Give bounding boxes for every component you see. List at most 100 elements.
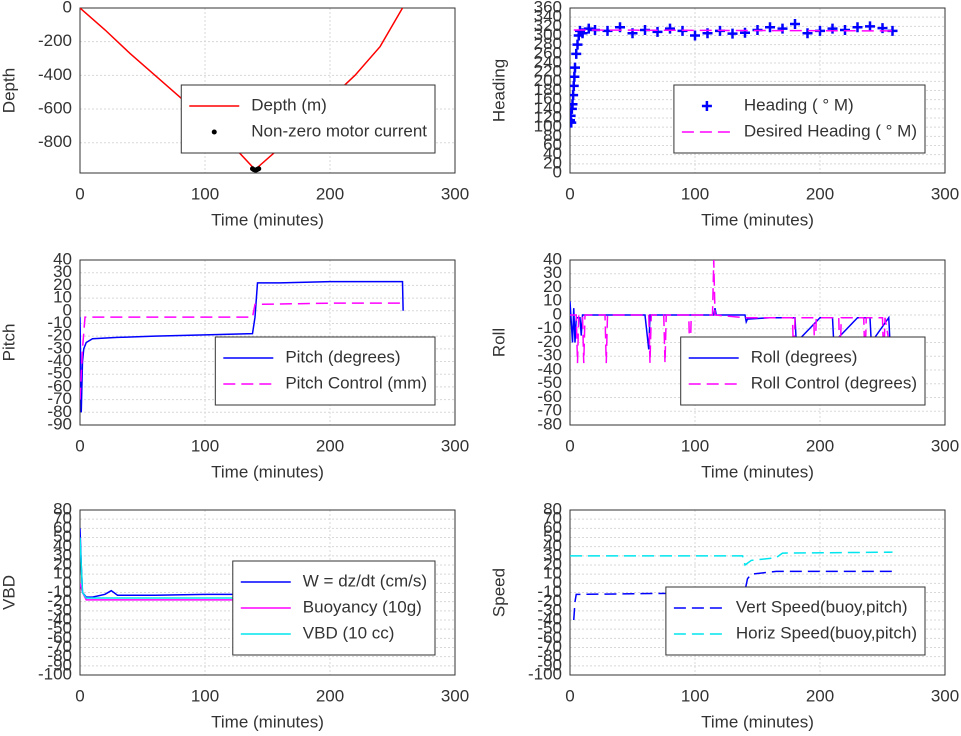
point [777,23,788,34]
y-tick-label: -50 [47,619,72,638]
y-tick-label: 0 [63,573,72,592]
point [570,71,580,82]
y-tick-label: 20 [543,277,562,296]
x-tick-label: 200 [806,686,834,705]
series-line [570,301,893,350]
x-axis-label: Time (minutes) [701,210,814,229]
y-tick-label: -40 [47,351,72,370]
y-tick-label: 260 [534,43,562,62]
y-tick-label: 340 [534,7,562,26]
legend-label: Depth (m) [251,95,327,114]
point [852,22,863,33]
point [802,28,813,39]
y-axis-label: Roll [489,328,508,357]
y-tick-label: -60 [537,628,562,647]
y-tick-label: -90 [47,414,72,433]
panel: 0 100 200 300 0 -200 -400 -600 -800 Time (minutes… [0,0,469,229]
series-group [570,260,894,364]
series-line [570,551,893,567]
y-tick-label: 30 [543,545,562,564]
point [570,115,575,126]
y-tick-label: -80 [47,646,72,665]
y-tick-label: 10 [53,564,72,583]
legend-label: Heading ( ° M) [744,95,854,114]
y-tick-label: -20 [47,326,72,345]
point [652,26,663,37]
legend-label: VBD (10 cc) [303,623,395,642]
y-tick-label: -20 [537,591,562,610]
y-tick-label: -800 [38,132,72,151]
y-tick-label: 60 [543,135,562,154]
y-tick-label: 30 [53,262,72,281]
legend: Heading ( ° M) Desired Heading ( ° M) [673,84,926,154]
legend: Vert Speed(buoy,pitch) Horiz Speed(buoy,p… [665,586,926,656]
point [840,25,850,35]
y-tick-label: 140 [534,98,562,117]
x-tick-label: 0 [565,686,574,705]
x-tick-label: 100 [191,686,219,705]
y-tick-label: 180 [534,80,562,99]
x-tick-label: 100 [191,436,219,455]
y-tick-label: 0 [553,162,562,181]
y-tick-label: 40 [543,249,562,268]
y-tick-label: 80 [53,499,72,518]
x-tick-label: 300 [441,184,469,203]
y-tick-label: -40 [47,609,72,628]
series-line [573,570,893,621]
y-tick-label: -10 [47,313,72,332]
y-tick-label: 80 [543,126,562,145]
point [790,19,800,30]
y-tick-label: -10 [47,582,72,601]
legend-box [214,336,436,406]
y-tick-label: -80 [47,402,72,421]
y-axis-label: Depth [0,68,18,113]
y-tick-label: 20 [53,554,72,573]
y-tick-label: 50 [543,527,562,546]
y-tick-label: 10 [543,564,562,583]
legend: Pitch (degrees) Pitch Control (mm) [214,336,436,406]
y-tick-label: 20 [543,554,562,573]
legend-label: Desired Heading ( ° M) [744,121,917,140]
y-axis-label: Speed [489,568,508,617]
y-tick-label: -40 [537,359,562,378]
point [727,28,738,39]
legend-label: Horiz Speed(buoy,pitch) [736,623,917,642]
y-tick-label: -90 [47,655,72,674]
point [570,62,580,73]
legend-label: Non-zero motor current [251,121,427,140]
y-tick-label: -60 [47,376,72,395]
x-tick-label: 200 [806,184,834,203]
y-tick-label: 10 [543,291,562,310]
y-tick-label: 50 [53,527,72,546]
y-tick-label: -400 [38,65,72,84]
y-tick-label: -90 [537,655,562,674]
series-group [80,8,404,173]
y-tick-label: 320 [534,16,562,35]
y-tick-label: -40 [537,609,562,628]
legend-label: Vert Speed(buoy,pitch) [736,597,908,616]
y-tick-label: -50 [537,373,562,392]
y-tick-label: -60 [47,628,72,647]
point [740,27,750,38]
point [570,117,577,128]
y-tick-label: -20 [47,591,72,610]
y-tick-label: 0 [63,0,72,16]
x-axis-label: Time (minutes) [211,462,324,481]
x-tick-label: 0 [75,184,84,203]
point [690,30,700,41]
y-tick-label: 20 [53,275,72,294]
y-tick-label: 360 [534,0,562,16]
series-group [570,551,893,621]
panel: 0 100 200 300020406080100120140160180200220… [489,0,959,229]
legend-label: Roll (degrees) [751,347,858,366]
y-tick-label: 40 [543,144,562,163]
y-axis-label: VBD [0,575,18,610]
y-tick-label: 220 [534,62,562,81]
x-tick-label: 0 [565,184,574,203]
y-tick-label: -80 [537,646,562,665]
y-tick-label: -600 [38,99,72,118]
legend-marker [211,129,217,135]
x-tick-label: 100 [681,686,709,705]
x-tick-label: 200 [316,686,344,705]
